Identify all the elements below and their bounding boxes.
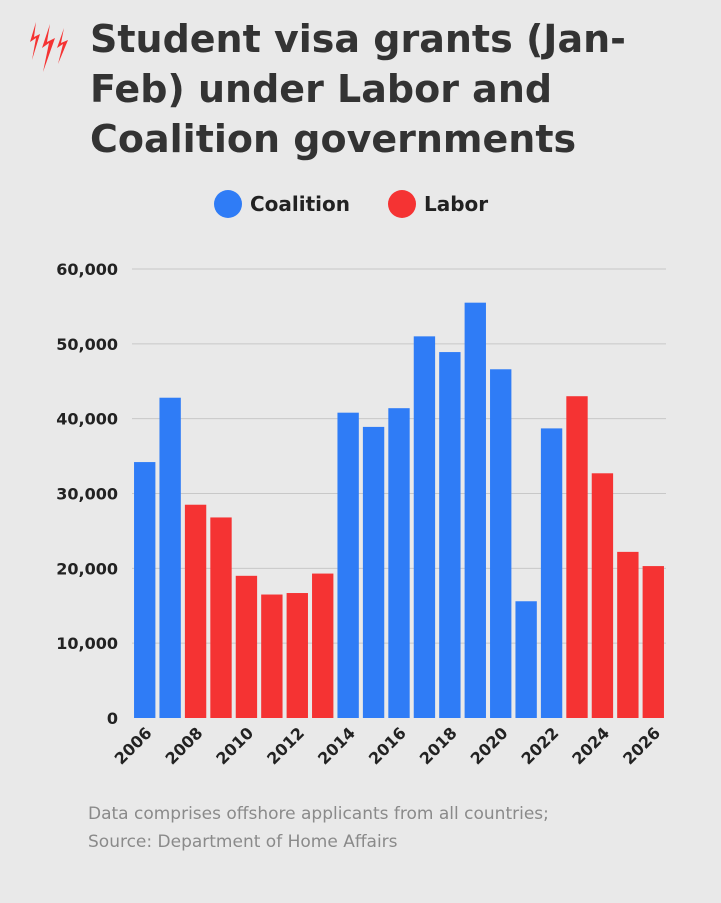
bar-coalition-2006 — [134, 462, 156, 718]
y-tick-label: 10,000 — [56, 634, 118, 653]
bar-labor-2011 — [261, 594, 283, 718]
bar-chart: 0 10,000 20,000 30,000 40,000 50,000 60,000 200… — [56, 260, 666, 768]
bar-labor-2025 — [617, 551, 639, 718]
legend-label-labor: Labor — [424, 192, 489, 216]
bar-coalition-2019 — [464, 302, 486, 718]
x-tick-label: 2026 — [619, 723, 664, 768]
x-tick-label: 2012 — [263, 723, 308, 768]
bar-labor-2013 — [312, 573, 334, 718]
bar-coalition-2007 — [159, 397, 181, 718]
y-tick-label: 50,000 — [56, 335, 118, 354]
bar-coalition-2017 — [413, 336, 436, 718]
bar-coalition-2022 — [540, 428, 563, 718]
footnote: Data comprises offshore applicants from … — [88, 800, 688, 856]
bar-coalition-2020 — [490, 369, 512, 718]
x-tick-label: 2016 — [365, 723, 410, 768]
x-tick-label: 2018 — [416, 723, 461, 768]
footnote-line-2: Source: Department of Home Affairs — [88, 832, 398, 852]
bar-labor-2008 — [184, 504, 207, 718]
bar-labor-2024 — [591, 473, 614, 718]
x-tick-label: 2010 — [212, 723, 257, 768]
y-tick-label: 40,000 — [56, 410, 118, 429]
footnote-line-1: Data comprises offshore applicants from … — [88, 804, 549, 824]
bar-labor-2009 — [210, 517, 232, 718]
bar-coalition-2016 — [388, 408, 410, 718]
y-tick-label: 0 — [107, 709, 118, 728]
x-tick-label: 2024 — [568, 723, 613, 768]
legend-item-labor: Labor — [388, 190, 488, 218]
chart-title: Student visa grants (Jan-Feb) under Labo… — [90, 17, 626, 161]
bar-labor-2010 — [235, 575, 258, 718]
bar-coalition-2018 — [439, 352, 461, 718]
legend-item-coalition: Coalition — [214, 190, 350, 218]
y-tick-label: 20,000 — [56, 559, 118, 578]
y-tick-label: 30,000 — [56, 485, 118, 504]
x-tick-label: 2006 — [111, 723, 156, 768]
legend-swatch-labor — [388, 190, 416, 218]
bar-labor-2012 — [286, 593, 308, 718]
x-tick-label: 2022 — [517, 723, 562, 768]
bar-coalition-2015 — [362, 426, 385, 718]
legend-label-coalition: Coalition — [250, 192, 351, 216]
x-tick-label: 2014 — [314, 723, 359, 768]
bar-labor-2023 — [566, 396, 588, 718]
x-tick-label: 2020 — [467, 723, 512, 768]
sbs-logo-icon — [30, 22, 68, 72]
legend-swatch-coalition — [214, 190, 242, 218]
bar-labor-2026 — [642, 566, 664, 718]
y-tick-label: 60,000 — [56, 260, 118, 279]
x-tick-label: 2008 — [161, 723, 206, 768]
bar-coalition-2014 — [337, 412, 359, 718]
bar-coalition-2021 — [515, 601, 537, 718]
